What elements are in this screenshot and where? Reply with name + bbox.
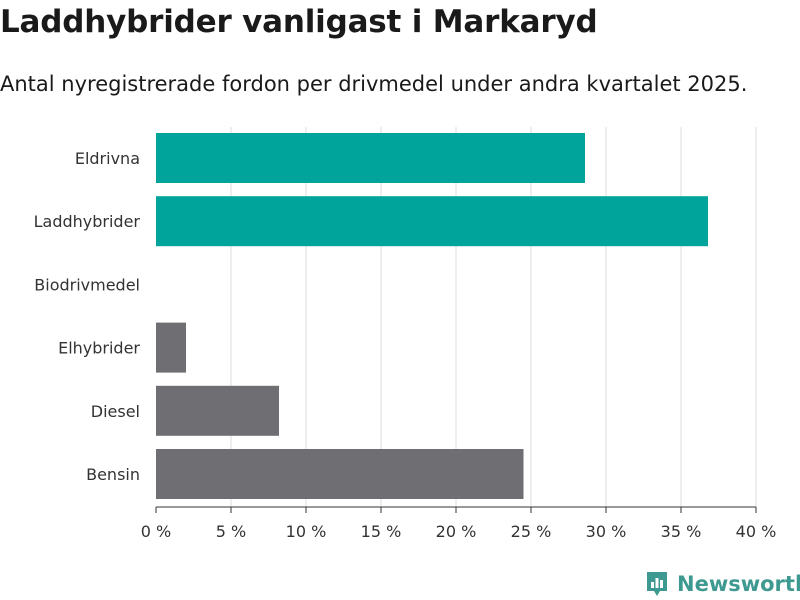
newsworthy-logo: Newsworthy bbox=[645, 568, 800, 600]
bars bbox=[156, 133, 708, 499]
x-tick-label: 30 % bbox=[586, 522, 627, 541]
category-label: Eldrivna bbox=[75, 149, 140, 168]
brand-name: Newsworthy bbox=[677, 572, 800, 596]
category-label: Biodrivmedel bbox=[34, 275, 140, 294]
category-label: Laddhybrider bbox=[34, 212, 141, 231]
bar-chart: Eldrivna Laddhybrider Biodrivmedel Elhybrid… bbox=[34, 127, 777, 541]
x-tick-label: 5 % bbox=[216, 522, 246, 541]
category-label: Diesel bbox=[91, 402, 140, 421]
bar bbox=[156, 449, 524, 499]
grid-lines bbox=[230, 127, 757, 507]
chart-title: Laddhybrider vanligast i Markaryd bbox=[0, 4, 598, 40]
x-tick-label: 10 % bbox=[286, 522, 327, 541]
x-tick-label: 35 % bbox=[661, 522, 702, 541]
bar bbox=[156, 385, 279, 436]
x-tick-label: 15 % bbox=[361, 522, 402, 541]
bar bbox=[156, 133, 585, 183]
chart-subtitle: Antal nyregistrerade fordon per drivmede… bbox=[0, 72, 748, 96]
category-labels: Eldrivna Laddhybrider Biodrivmedel Elhybrid… bbox=[34, 149, 141, 484]
bar-chart-pin-icon bbox=[647, 572, 667, 596]
x-tick-label: 0 % bbox=[141, 522, 171, 541]
x-tick-label: 20 % bbox=[436, 522, 477, 541]
category-label: Elhybrider bbox=[58, 339, 140, 358]
category-label: Bensin bbox=[86, 465, 140, 484]
x-tick-label: 40 % bbox=[736, 522, 777, 541]
x-tick-label: 25 % bbox=[511, 522, 552, 541]
bar bbox=[156, 196, 708, 247]
bar bbox=[156, 322, 186, 373]
x-axis: 0 % 5 % 10 % 15 % 20 % 25 % 30 % 35 % 40 % bbox=[141, 506, 777, 541]
